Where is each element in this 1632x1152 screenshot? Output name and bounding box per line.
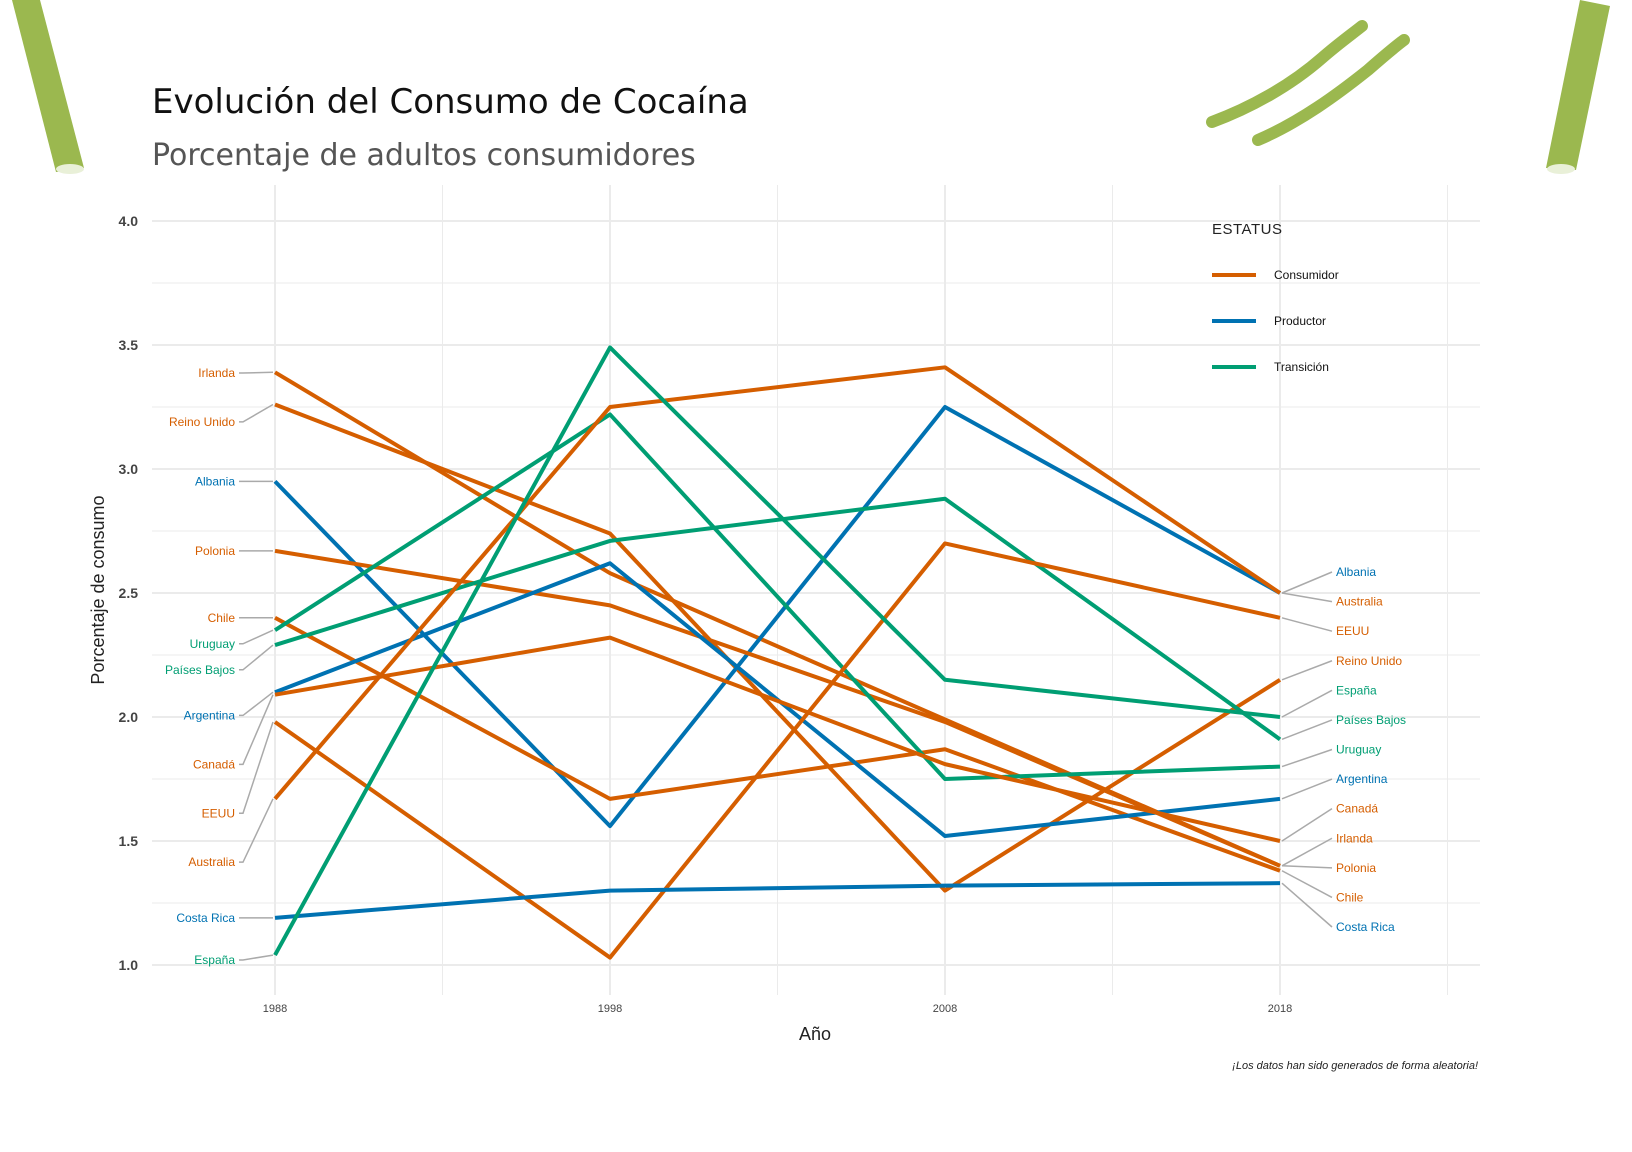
series-line-chile: [274, 616, 1281, 873]
series-label-uruguay-end: Uruguay: [1336, 743, 1381, 757]
label-leader: [1281, 778, 1333, 800]
legend-entry-productor: Productor: [1212, 314, 1326, 328]
series-label-australia-start: Australia: [188, 855, 235, 869]
label-leader: [239, 403, 274, 423]
series-label-paises-bajos-end: Países Bajos: [1336, 713, 1406, 727]
x-axis-label: Año: [799, 1024, 831, 1044]
series-line-eeuu: [273, 541, 1281, 960]
y-tick-label: 4.0: [119, 213, 139, 229]
series-lines: [273, 345, 1282, 960]
series-label-uruguay-start: Uruguay: [190, 637, 235, 651]
series-label-eeuu-start: EEUU: [202, 806, 235, 820]
label-leader: [239, 691, 274, 717]
series-label-reino-unido-end: Reino Unido: [1336, 654, 1402, 668]
series-label-argentina-start: Argentina: [184, 708, 236, 722]
label-leader: [1281, 617, 1333, 632]
y-tick-label: 3.0: [119, 461, 139, 477]
series-label-espana-start: España: [194, 953, 235, 967]
series-label-chile-start: Chile: [208, 611, 236, 625]
bamboo-stem-left-end: [56, 164, 84, 174]
label-leader: [1281, 719, 1333, 741]
legend-label: Transición: [1274, 360, 1329, 374]
x-tick-label: 2008: [933, 1003, 957, 1015]
series-label-costa-rica-end: Costa Rica: [1336, 920, 1395, 934]
series-label-espana-end: España: [1336, 683, 1377, 697]
y-axis-label: Porcentaje de consumo: [88, 495, 108, 684]
series-label-albania-start: Albania: [195, 474, 235, 488]
label-leader: [1281, 808, 1333, 842]
series-label-reino-unido-start: Reino Unido: [169, 415, 235, 429]
legend-title: ESTATUS: [1212, 221, 1282, 238]
series-label-irlanda-end: Irlanda: [1336, 831, 1373, 845]
legend-entry-consumidor: Consumidor: [1212, 268, 1339, 282]
decoration: [12, 0, 1610, 174]
x-tick-label: 1998: [598, 1003, 622, 1015]
series-line-uruguay: [273, 412, 1281, 781]
bamboo-leaf-1: [1206, 20, 1368, 128]
series-label-polonia-start: Polonia: [195, 544, 235, 558]
series-label-paises-bajos-start: Países Bajos: [165, 663, 235, 677]
chart-title: Evolución del Consumo de Cocaína: [152, 82, 749, 122]
series-label-albania-end: Albania: [1336, 565, 1376, 579]
label-leader: [239, 721, 274, 814]
bamboo-stem-right: [1546, 0, 1610, 170]
series-label-canada-end: Canadá: [1336, 802, 1378, 816]
y-tick-label: 1.5: [119, 833, 139, 849]
label-leader: [1281, 571, 1333, 594]
caption: ¡Los datos han sido generados de forma a…: [1232, 1060, 1478, 1072]
series-label-chile-end: Chile: [1336, 890, 1364, 904]
series-label-irlanda-start: Irlanda: [198, 366, 235, 380]
series-line-canada: [274, 635, 1281, 843]
legend: ESTATUS Consumidor Productor Transición: [1212, 221, 1339, 374]
y-tick-label: 3.5: [119, 337, 139, 353]
series-labels: Irlanda Reino Unido Albania Polonia Chile Uru…: [165, 366, 1406, 967]
label-leader: [1281, 882, 1333, 928]
bamboo-stem-right-end: [1547, 164, 1575, 174]
x-tick-label: 2018: [1268, 1003, 1292, 1015]
series-line-paises-bajos: [274, 496, 1282, 741]
label-leader: [239, 371, 274, 374]
legend-label: Productor: [1274, 314, 1326, 328]
label-leader: [1281, 748, 1333, 768]
y-axis-ticks: 1.0 1.5 2.0 2.5 3.0 3.5 4.0: [119, 213, 139, 973]
label-leader: [1281, 592, 1333, 603]
series-label-polonia-end: Polonia: [1336, 861, 1376, 875]
label-leader: [1281, 660, 1333, 681]
legend-label: Consumidor: [1274, 268, 1339, 282]
label-leader: [239, 694, 274, 766]
series-label-canada-start: Canadá: [193, 757, 235, 771]
series-label-eeuu-end: EEUU: [1336, 624, 1369, 638]
y-tick-label: 2.5: [119, 585, 139, 601]
series-line-costa-rica: [274, 881, 1281, 920]
series-label-argentina-end: Argentina: [1336, 772, 1388, 786]
series-line-reino-unido: [274, 402, 1282, 893]
label-leader: [239, 644, 274, 671]
axes: 1.0 1.5 2.0 2.5 3.0 3.5 4.0 1988 1998 2008 2018 A…: [88, 213, 1292, 1044]
label-leader: [239, 954, 274, 961]
label-leader: [1281, 689, 1333, 718]
chart-subtitle: Porcentaje de adultos consumidores: [152, 138, 696, 173]
grid: [152, 185, 1480, 995]
label-leader: [239, 798, 274, 863]
label-leader: [1281, 865, 1333, 869]
series-line-espana: [273, 345, 1281, 957]
bamboo-stem-left: [12, 0, 84, 172]
series-label-costa-rica-start: Costa Rica: [176, 911, 235, 925]
x-tick-label: 1988: [263, 1003, 287, 1015]
y-tick-label: 1.0: [119, 957, 139, 973]
legend-entries: Consumidor Productor Transición: [1212, 268, 1339, 374]
series-line-australia: [273, 365, 1282, 801]
series-label-australia-end: Australia: [1336, 595, 1383, 609]
label-leader: [1281, 837, 1333, 867]
x-axis-ticks: 1988 1998 2008 2018: [263, 1003, 1292, 1015]
legend-entry-transicion: Transición: [1212, 360, 1329, 374]
y-tick-label: 2.0: [119, 709, 139, 725]
label-leader: [239, 629, 274, 645]
label-leader: [1281, 870, 1333, 899]
bamboo-leaf-2: [1252, 34, 1410, 146]
series-line-polonia: [274, 548, 1281, 868]
